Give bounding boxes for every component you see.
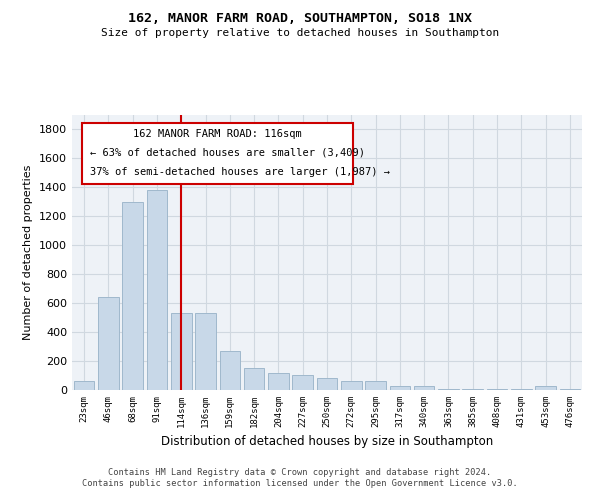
Bar — [414, 386, 434, 390]
Y-axis label: Number of detached properties: Number of detached properties — [23, 165, 34, 340]
Bar — [317, 378, 337, 390]
Text: Contains HM Land Registry data © Crown copyright and database right 2024.
Contai: Contains HM Land Registry data © Crown c… — [82, 468, 518, 487]
Bar — [82, 123, 353, 184]
X-axis label: Distribution of detached houses by size in Southampton: Distribution of detached houses by size … — [161, 436, 493, 448]
Bar — [122, 202, 143, 390]
Text: 162, MANOR FARM ROAD, SOUTHAMPTON, SO18 1NX: 162, MANOR FARM ROAD, SOUTHAMPTON, SO18 … — [128, 12, 472, 26]
Text: 37% of semi-detached houses are larger (1,987) →: 37% of semi-detached houses are larger (… — [90, 166, 390, 176]
Bar — [98, 298, 119, 390]
Text: 162 MANOR FARM ROAD: 116sqm: 162 MANOR FARM ROAD: 116sqm — [133, 128, 302, 138]
Bar — [244, 368, 265, 390]
Bar — [171, 314, 191, 390]
Text: ← 63% of detached houses are smaller (3,409): ← 63% of detached houses are smaller (3,… — [90, 148, 365, 158]
Bar — [389, 386, 410, 390]
Bar — [220, 351, 240, 390]
Text: Size of property relative to detached houses in Southampton: Size of property relative to detached ho… — [101, 28, 499, 38]
Bar — [74, 380, 94, 390]
Bar — [535, 386, 556, 390]
Bar — [268, 372, 289, 390]
Bar — [365, 380, 386, 390]
Bar — [195, 314, 216, 390]
Bar — [292, 375, 313, 390]
Bar — [146, 190, 167, 390]
Bar — [341, 380, 362, 390]
